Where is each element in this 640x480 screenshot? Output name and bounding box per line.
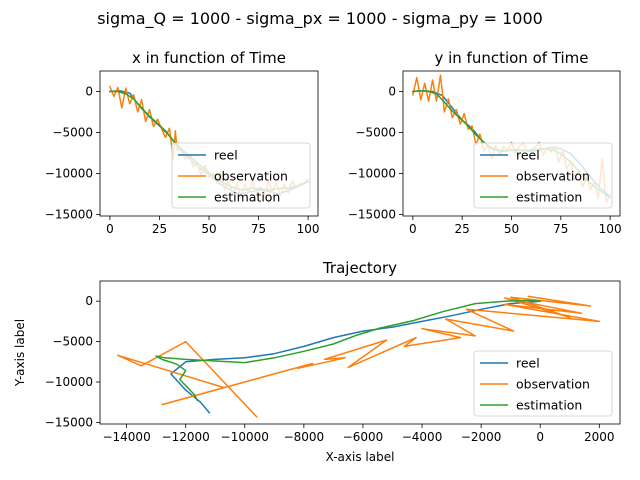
x-tick-label: 75 <box>553 222 568 236</box>
axes-title: y in function of Time <box>434 49 588 67</box>
y-tick-label: 0 <box>388 84 396 98</box>
y-tick-label: −10000 <box>45 166 93 180</box>
y-tick-label: −10000 <box>45 375 93 389</box>
legend-label-observation: observation <box>516 169 590 184</box>
series-group <box>116 295 601 418</box>
y-tick-label: 0 <box>85 294 93 308</box>
y-tick-label: −15000 <box>45 415 93 429</box>
legend-label-observation: observation <box>516 377 590 392</box>
axes-title: Trajectory <box>322 259 397 277</box>
series-line-reel <box>170 300 542 414</box>
legend-label-reel: reel <box>516 148 540 163</box>
x-tick-label: 100 <box>297 222 320 236</box>
legend-box <box>171 142 311 209</box>
y-tick-label: −5000 <box>355 125 396 139</box>
y-tick-label: −15000 <box>45 207 93 221</box>
legend-box <box>473 350 613 417</box>
x-tick-label: −14000 <box>102 430 150 444</box>
axes-2: y in function of Time 0 25 50 75 100 0 −5000 −10… <box>348 49 622 236</box>
x-tick-label: 50 <box>504 222 519 236</box>
x-axis-label: X-axis label <box>326 450 395 464</box>
x-tick-label: 75 <box>251 222 266 236</box>
legend-label-reel: reel <box>516 356 540 371</box>
y-axis-label: Y-axis label <box>13 319 27 387</box>
legend: reel observation estimation <box>473 350 613 417</box>
x-tick-label: 25 <box>455 222 470 236</box>
series-line-estimation <box>155 299 541 402</box>
legend-label-reel: reel <box>214 148 238 163</box>
y-tick-label: −5000 <box>52 125 93 139</box>
legend-label-estimation: estimation <box>516 398 582 413</box>
y-tick-label: 0 <box>85 84 93 98</box>
legend-label-estimation: estimation <box>214 190 280 205</box>
axes-1: x in function of Time 0 25 50 75 100 0 −5000 −10… <box>45 49 320 236</box>
x-tick-label: 0 <box>536 430 544 444</box>
figure-suptitle: sigma_Q = 1000 - sigma_px = 1000 - sigma… <box>97 9 543 29</box>
x-tick-label: −12000 <box>162 430 210 444</box>
axes-frame <box>99 280 621 425</box>
axes-3: Trajectory −14000 −12000 −10000 −8000 −6000 −4… <box>13 259 621 464</box>
y-tick-label: −5000 <box>52 335 93 349</box>
legend-box <box>473 142 613 209</box>
x-tick-label: −6000 <box>343 430 384 444</box>
x-tick-label: 100 <box>599 222 622 236</box>
x-tick-label: 50 <box>201 222 216 236</box>
x-tick-label: −8000 <box>284 430 325 444</box>
legend: reel observation estimation <box>171 142 311 209</box>
legend-label-observation: observation <box>214 169 288 184</box>
x-tick-label: 0 <box>106 222 114 236</box>
legend-label-estimation: estimation <box>516 190 582 205</box>
legend: reel observation estimation <box>473 142 613 209</box>
y-tick-label: −15000 <box>348 207 396 221</box>
x-tick-label: −2000 <box>461 430 502 444</box>
axes-title: x in function of Time <box>132 49 286 67</box>
x-tick-label: −4000 <box>402 430 443 444</box>
y-tick-label: −10000 <box>348 166 396 180</box>
x-tick-label: 25 <box>152 222 167 236</box>
x-tick-label: −10000 <box>221 430 269 444</box>
series-line-observation <box>116 295 601 418</box>
charts-group: x in function of Time 0 25 50 75 100 0 −5000 −10… <box>13 49 622 464</box>
x-tick-label: 0 <box>409 222 417 236</box>
x-tick-label: 2000 <box>584 430 615 444</box>
